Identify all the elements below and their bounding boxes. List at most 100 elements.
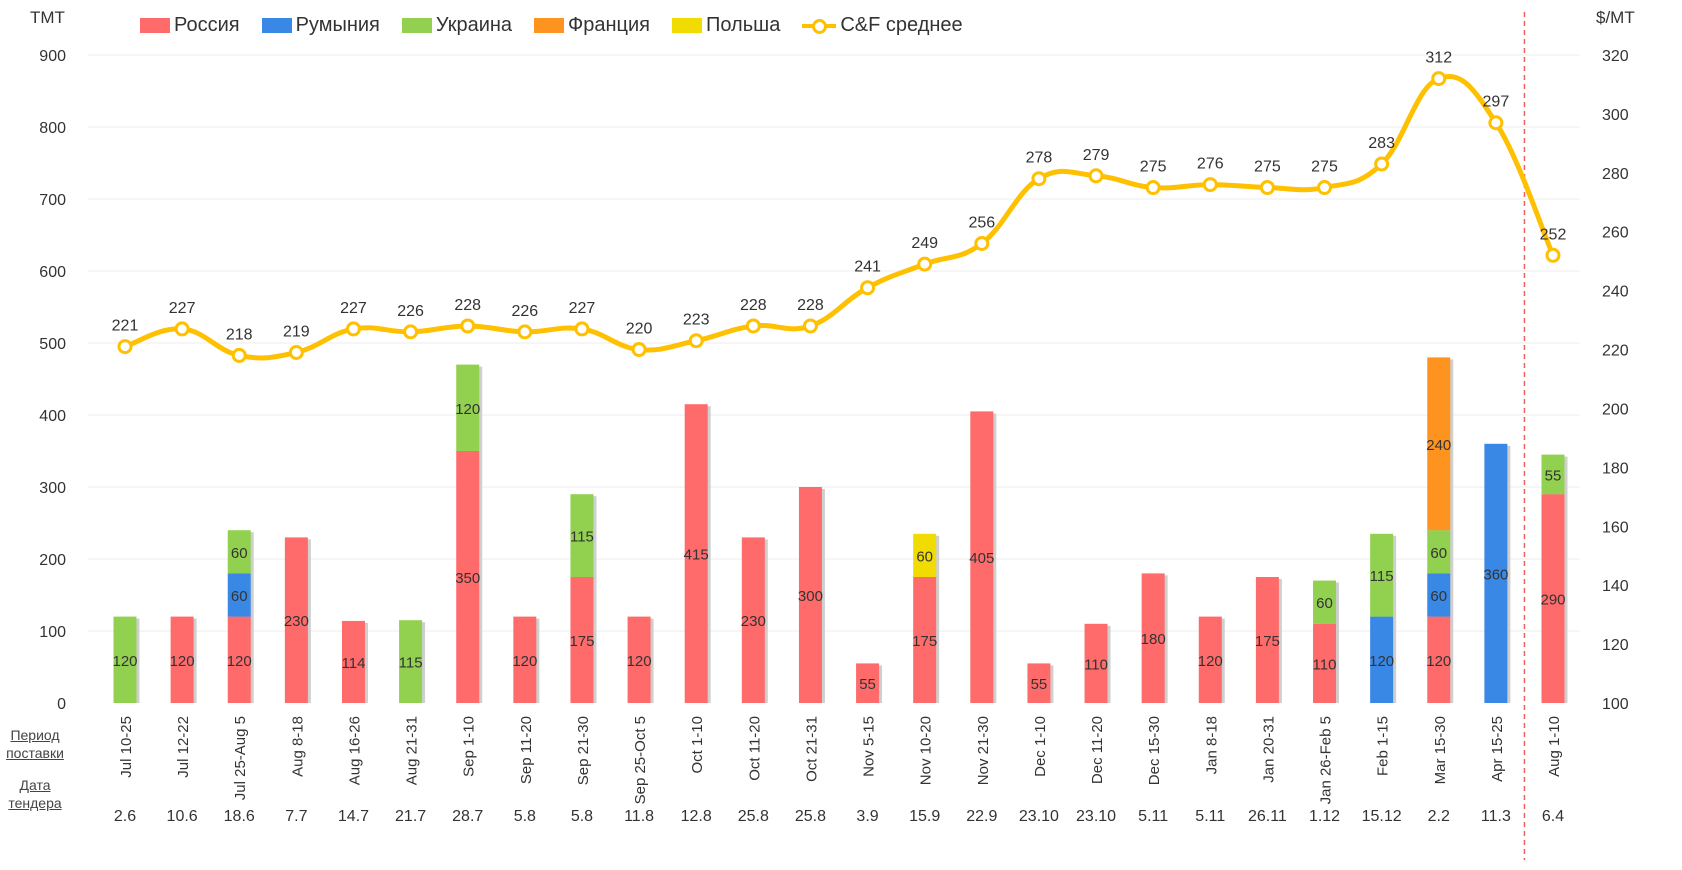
bar-stack: 360 — [1483, 443, 1511, 703]
line-point — [460, 318, 476, 334]
bar-stack: 120 — [170, 616, 197, 703]
line-point — [802, 318, 818, 334]
bar-segment — [1255, 577, 1279, 703]
bar-value-label: 115 — [1370, 568, 1394, 585]
bar-segment — [456, 364, 480, 451]
tender-date-label: 14.7 — [338, 808, 369, 825]
right-axis-label: $/MT — [1596, 8, 1635, 27]
right-tick-label: 240 — [1602, 284, 1629, 301]
bar-value-label: 405 — [969, 550, 994, 567]
right-tick-label: 160 — [1602, 519, 1629, 536]
line-point — [1374, 156, 1390, 172]
category-label: Aug 8-18 — [289, 716, 306, 777]
bar-segment — [1427, 573, 1451, 617]
legend-label: Польша — [706, 14, 781, 36]
bar-stack: 180 — [1141, 573, 1168, 703]
bar-segment — [856, 663, 880, 703]
bar-value-label: 230 — [284, 613, 309, 630]
bar-segment — [113, 616, 137, 703]
legend: Россия Румыния Украина Франция Польша C&… — [140, 14, 963, 37]
bar-value-label: 175 — [569, 633, 594, 650]
legend-label: Россия — [174, 14, 240, 36]
right-tick-label: 300 — [1602, 107, 1629, 124]
left-tick-label: 800 — [39, 120, 66, 137]
tender-date-label: 25.8 — [738, 808, 769, 825]
line-point — [1088, 168, 1104, 184]
tender-date-label: 7.7 — [285, 808, 307, 825]
bar-segment — [741, 537, 765, 703]
line-value-label: 279 — [1083, 147, 1110, 164]
bar-segment — [1541, 494, 1565, 703]
category-label: Oct 21-31 — [803, 716, 820, 782]
bar-segment — [570, 577, 594, 703]
tender-date-label: 11.8 — [624, 808, 654, 825]
bar-stack: 120 — [512, 616, 540, 703]
line-point — [1317, 180, 1333, 196]
category-label: Oct 1-10 — [689, 716, 706, 774]
right-tick-label: 180 — [1602, 460, 1629, 477]
category-label: Sep 25-Oct 5 — [632, 716, 649, 804]
category-label: Nov 21-30 — [975, 716, 992, 785]
bar-value-label: 120 — [455, 401, 480, 418]
category-label: Jul 25-Aug 5 — [232, 716, 249, 800]
bar-value-label: 120 — [227, 653, 252, 670]
line-value-label: 221 — [112, 318, 139, 335]
line-value-label: 276 — [1197, 156, 1224, 173]
bar-value-label: 120 — [1198, 653, 1223, 670]
bar-value-label: 60 — [231, 545, 248, 562]
bar-stack: 110 60 — [1313, 580, 1340, 703]
line-value-label: 227 — [569, 300, 596, 317]
bar-value-label: 110 — [1084, 656, 1108, 673]
bar-stack: 405 — [969, 411, 997, 703]
legend-label: C&F среднее — [840, 14, 963, 36]
bar-stack: 415 — [684, 404, 711, 703]
category-label: Dec 1-10 — [1032, 716, 1049, 777]
bar-segment — [1027, 663, 1051, 703]
tender-date-label: 15.9 — [909, 808, 940, 825]
bar-segment — [1370, 533, 1394, 617]
line-point — [1431, 71, 1447, 87]
line-point — [117, 339, 133, 355]
right-tick-label: 100 — [1602, 696, 1629, 713]
bar-value-label: 360 — [1483, 566, 1508, 583]
line-value-label: 275 — [1311, 159, 1338, 176]
tender-row-label: Дата тендера — [8, 777, 62, 811]
legend-swatch — [140, 18, 170, 33]
bar-segment — [798, 487, 822, 703]
bar-stack: 114 — [341, 620, 368, 703]
category-label: Aug 16-26 — [346, 716, 363, 785]
line-point — [1259, 180, 1275, 196]
category-label: Jan 26-Feb 5 — [1318, 716, 1335, 804]
bar-stack: 120 — [627, 616, 654, 703]
bar-value-label: 240 — [1426, 437, 1451, 454]
category-label: Dec 15-30 — [1146, 716, 1163, 785]
line-point — [631, 342, 647, 358]
bar-value-label: 415 — [684, 547, 709, 564]
tender-date-label: 1.12 — [1309, 808, 1340, 825]
line-value-label: 312 — [1425, 50, 1452, 67]
tender-date-label: 3.9 — [856, 808, 878, 825]
category-label: Aug 1-10 — [1546, 716, 1563, 777]
legend-swatch — [401, 18, 432, 33]
line-value-label: 228 — [454, 297, 481, 314]
tender-date-label: 5.11 — [1138, 808, 1168, 825]
bar-value-label: 300 — [798, 588, 823, 605]
bar-segment — [570, 494, 594, 577]
bar-stack: 290 55 — [1540, 454, 1568, 703]
category-label: Feb 1-15 — [1375, 716, 1392, 776]
line-value-label: 278 — [1026, 150, 1053, 167]
line-point — [688, 333, 704, 349]
bar-segment — [341, 620, 365, 703]
line-point — [745, 318, 761, 334]
legend-item-romania: Румыния — [261, 14, 380, 37]
line-value-label: 220 — [626, 321, 653, 338]
left-tick-label: 300 — [39, 480, 66, 497]
bar-value-label: 60 — [916, 548, 933, 565]
bar-segment — [227, 573, 251, 617]
right-tick-label: 140 — [1602, 578, 1629, 595]
bar-stack: 120 — [112, 616, 140, 703]
line-point — [403, 324, 419, 340]
line-value-label: 219 — [283, 323, 310, 340]
bar-stack: 110 — [1084, 623, 1111, 703]
tender-date-label: 26.11 — [1248, 808, 1287, 825]
